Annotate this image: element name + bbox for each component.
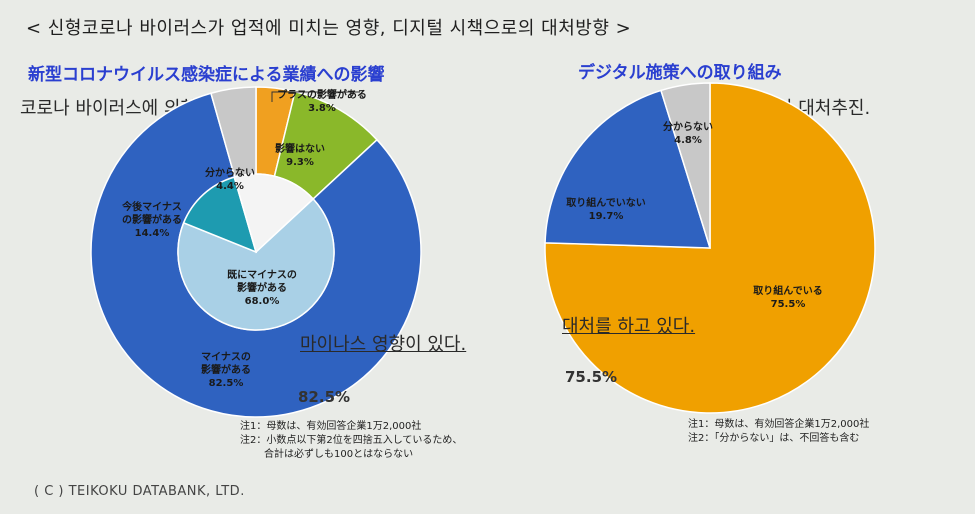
right-label-doing: 取り組んでいる 75.5%: [753, 284, 823, 310]
right-slice-labels: 取り組んでいる 75.5% 取り組んでいない 19.7% 分からない 4.8%: [566, 120, 823, 310]
left-footnotes: 注1：母数は、有効回答企業1万2,000社 注2：小数点以下第2位を四捨五入して…: [240, 420, 462, 462]
left-footnote-2: 注2：小数点以下第2位を四捨五入しているため、: [240, 435, 463, 446]
right-label-not-doing: 取り組んでいない 19.7%: [566, 196, 646, 222]
left-inner-ring: [177, 173, 335, 331]
left-korean-note-pct: 82.5%: [298, 388, 351, 406]
left-label-plus: プラスの影響がある 3.8%: [277, 88, 367, 114]
right-footnote-1: 注1：母数は、有効回答企業1万2,000社: [688, 419, 870, 430]
right-not-doing-slice: [544, 89, 712, 249]
right-pie-chart: 取り組んでいる 75.5% 取り組んでいない 19.7% 分からない 4.8%: [544, 82, 876, 414]
left-inner-empty: [233, 173, 315, 254]
right-footnotes: 注1：母数は、有効回答企業1万2,000社 注2：「分からない」は、不回答も含む: [688, 418, 869, 446]
left-label-minus: マイナスの影響がある 82.5%: [201, 351, 251, 389]
left-footnote-1: 注1：母数は、有効回答企業1万2,000社: [240, 421, 422, 432]
right-unknown-slice: [660, 82, 711, 249]
left-inner-already-minus-slice: [177, 197, 335, 331]
left-chart-title: 新型コロナウイルス感染症による業績への影響: [28, 65, 385, 85]
left-footnote-3: 合計は必ずしも100とはならない: [264, 449, 414, 460]
left-plus-leader-line: [271, 91, 360, 102]
copyright: ( C ) TEIKOKU DATABANK, LTD.: [34, 484, 245, 499]
right-pie-slices: [544, 82, 876, 414]
left-inner-future-minus-slice: [182, 176, 258, 254]
left-label-already: 既にマイナスの影響がある 68.0%: [227, 269, 297, 307]
left-slice-labels: 分からない 4.4% 影響はない 9.3% 今後マイナスの影響がある 14.4% 既にマイナ…: [121, 88, 367, 389]
left-korean-note-mid: 마이나스 영향이 있다.: [300, 334, 467, 355]
right-label-unknown: 分からない 4.8%: [663, 120, 713, 146]
left-label-no-impact: 影響はない 9.3%: [275, 142, 325, 168]
page-title: < 신형코로나 바이러스가 업적에 미치는 영향, 디지털 시책으로의 대처방향…: [26, 18, 632, 39]
right-chart-title: デジタル施策への取り組み: [578, 63, 782, 83]
left-label-future: 今後マイナスの影響がある 14.4%: [121, 200, 182, 239]
right-footnote-2: 注2：「分からない」は、不回答も含む: [688, 433, 860, 444]
right-korean-note-pct: 75.5%: [565, 368, 618, 386]
right-korean-note-mid: 대처를 하고 있다.: [562, 316, 696, 337]
left-donut-chart: 分からない 4.4% 影響はない 9.3% 今後マイナスの影響がある 14.4% 既にマイナ…: [90, 86, 422, 418]
left-label-unknown: 分からない 4.4%: [205, 166, 255, 192]
